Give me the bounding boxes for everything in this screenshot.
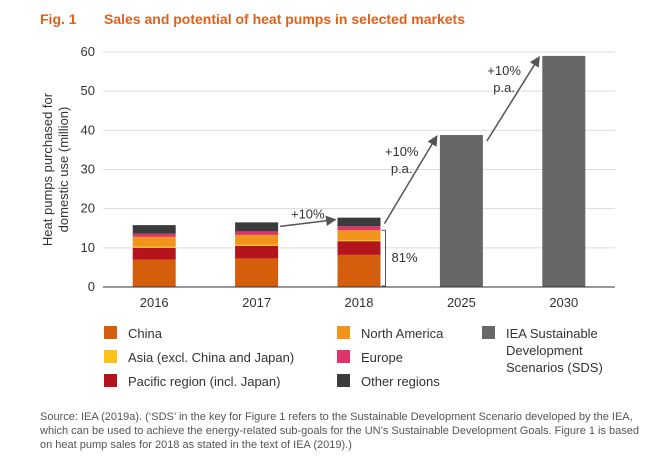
bar-segment	[235, 245, 279, 259]
annotation-label: p.a.	[493, 80, 515, 95]
growth-arrow	[280, 215, 337, 228]
bar-segment	[439, 135, 483, 287]
legend-label: North America	[361, 326, 444, 341]
bar-segment	[132, 246, 176, 248]
bar-segment	[337, 241, 381, 255]
bar-segment	[235, 234, 279, 245]
bar-segment	[132, 236, 176, 247]
bar-segment	[235, 231, 279, 235]
legend-swatch	[337, 326, 350, 339]
annotation-label: +10%	[291, 206, 325, 221]
x-tick-label: 2016	[140, 295, 169, 310]
legend: China Asia (excl. China and Japan) Pacific…	[104, 326, 603, 389]
x-tick-label: 2017	[242, 295, 271, 310]
legend-label: Development	[506, 343, 583, 358]
bar-segment	[337, 217, 381, 227]
legend-label: Pacific region (incl. Japan)	[128, 374, 280, 389]
bar-segment	[542, 55, 586, 287]
legend-label: Asia (excl. China and Japan)	[128, 350, 294, 365]
annotations: +10% +10% p.a. +10% p.a. 81%	[280, 56, 540, 287]
figure-label: Fig. 1	[40, 11, 77, 27]
growth-arrow	[383, 135, 438, 225]
annotation-label: +10%	[385, 144, 419, 159]
bar-segment	[337, 226, 381, 231]
y-tick-label: 20	[81, 201, 95, 216]
chart-title: Sales and potential of heat pumps in sel…	[104, 11, 465, 27]
bar-segment	[132, 259, 176, 287]
bars	[132, 55, 586, 287]
share-bracket	[381, 229, 386, 287]
y-tick-label: 50	[81, 83, 95, 98]
y-axis-label-line: domestic use (million)	[56, 107, 71, 233]
x-tick-label: 2030	[549, 295, 578, 310]
y-tick-label: 30	[81, 162, 95, 177]
y-axis-label: Heat pumps purchased for domestic use (mi…	[40, 92, 71, 246]
y-tick-label: 60	[81, 44, 95, 59]
annotation-label: +10%	[487, 63, 521, 78]
legend-swatch	[104, 374, 117, 387]
source-note: Source: IEA (2019a). (‘SDS’ in the key f…	[40, 411, 640, 451]
legend-swatch	[104, 350, 117, 363]
y-axis-label-line: Heat pumps purchased for	[40, 92, 55, 246]
legend-label: China	[128, 326, 163, 341]
bar-segment	[337, 230, 381, 240]
x-tick-label: 2018	[345, 295, 374, 310]
bar-segment	[337, 240, 381, 242]
growth-arrow	[486, 56, 540, 142]
bar-segment	[132, 225, 176, 234]
y-tick-label: 0	[88, 279, 95, 294]
legend-swatch	[337, 350, 350, 363]
y-tick-label: 10	[81, 240, 95, 255]
y-axis-ticks: 0 10 20 30 40 50 60	[81, 44, 95, 294]
x-axis-ticks: 2016 2017 2018 2025 2030	[140, 295, 579, 310]
gridlines	[103, 51, 615, 249]
bar-segment	[235, 258, 279, 287]
figure-title: Fig. 1 Sales and potential of heat pumps…	[40, 11, 465, 27]
annotation-label: p.a.	[391, 161, 413, 176]
legend-label: Other regions	[361, 374, 440, 389]
legend-swatch	[104, 326, 117, 339]
legend-label: IEA Sustainable	[506, 326, 598, 341]
x-tick-label: 2025	[447, 295, 476, 310]
bar-segment	[132, 247, 176, 260]
bar-segment	[235, 244, 279, 246]
y-tick-label: 40	[81, 122, 95, 137]
bar-segment	[235, 222, 279, 232]
bar-segment	[132, 233, 176, 237]
legend-swatch	[337, 374, 350, 387]
bar-segment	[337, 254, 381, 287]
legend-label: Scenarios (SDS)	[506, 360, 603, 375]
legend-label: Europe	[361, 350, 403, 365]
share-label: 81%	[392, 250, 418, 265]
legend-swatch	[482, 326, 495, 339]
